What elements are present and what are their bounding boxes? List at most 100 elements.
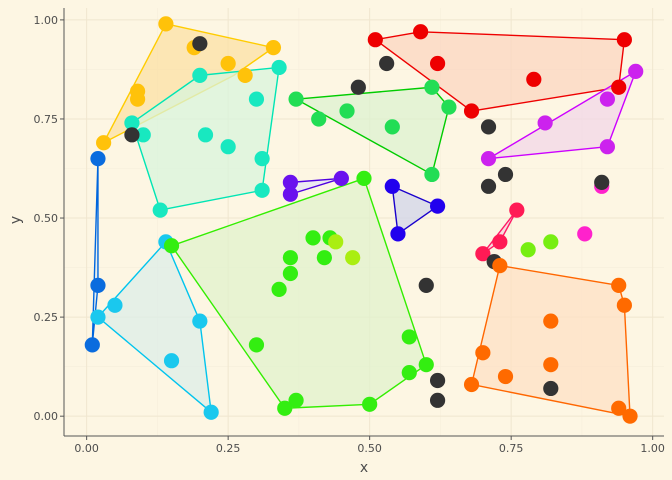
data-point [543, 380, 559, 397]
data-point [429, 372, 446, 389]
x-axis-title: x [360, 460, 368, 476]
data-point [90, 277, 106, 294]
data-point [543, 357, 559, 373]
data-point [282, 265, 299, 282]
data-point [424, 166, 440, 183]
data-point [192, 313, 208, 329]
data-point [135, 127, 151, 143]
y-tick-label: 0.00 [34, 410, 59, 423]
data-point [282, 174, 299, 190]
data-point [594, 174, 610, 190]
data-point [463, 376, 480, 393]
data-point [328, 234, 344, 250]
data-point [492, 257, 508, 274]
x-tick-label: 0.00 [74, 442, 99, 455]
data-point [288, 91, 304, 107]
data-point [616, 297, 632, 313]
data-point [367, 32, 383, 48]
data-point [192, 36, 208, 52]
data-point [441, 99, 457, 115]
data-point [537, 115, 553, 131]
data-point [622, 408, 638, 424]
y-tick-label: 0.75 [34, 113, 59, 126]
data-point [480, 150, 497, 167]
data-point [475, 246, 491, 262]
data-point [526, 71, 542, 87]
data-point [379, 55, 395, 72]
data-point [628, 63, 644, 80]
data-point [384, 178, 400, 194]
y-tick-label: 0.50 [34, 212, 59, 225]
x-tick-label: 1.00 [640, 442, 665, 455]
data-point [350, 79, 366, 95]
data-point [248, 91, 265, 107]
cluster-hull [374, 31, 626, 112]
data-point [96, 135, 112, 151]
data-point [90, 150, 106, 167]
data-point [311, 111, 327, 127]
data-point [124, 115, 140, 131]
data-point [265, 40, 282, 56]
data-point [237, 67, 253, 83]
data-point [509, 202, 525, 218]
y-tick-label: 1.00 [34, 14, 59, 27]
x-tick-label: 0.25 [216, 442, 241, 455]
data-point [611, 400, 627, 416]
y-tick-label: 0.25 [34, 311, 59, 324]
data-point [107, 297, 123, 313]
x-tick-label: 0.75 [499, 442, 524, 455]
data-point [599, 139, 615, 155]
data-point [129, 91, 146, 107]
data-point [429, 392, 446, 408]
cluster-hull [482, 209, 518, 255]
data-point [543, 313, 559, 329]
data-point [497, 166, 514, 183]
data-point [203, 404, 219, 420]
data-point [192, 67, 208, 83]
data-point [271, 281, 287, 297]
data-point [345, 250, 361, 266]
cluster-hull [170, 177, 427, 409]
data-point [163, 353, 180, 369]
data-point [599, 91, 615, 107]
data-point [413, 24, 429, 40]
data-point [152, 202, 168, 218]
data-point [254, 182, 270, 198]
data-point [463, 103, 480, 119]
cluster-hull [391, 185, 439, 235]
data-point [362, 396, 378, 412]
axes: 0.00 0.25 0.50 0.75 1.00 0.00 0.25 0.50 0.75 1.00 [34, 8, 665, 455]
data-point [254, 150, 270, 167]
cluster-hull [487, 70, 637, 160]
y-axis-title: y [8, 216, 24, 224]
data-point [429, 198, 446, 214]
data-point [333, 170, 349, 187]
data-point [418, 357, 434, 373]
data-point [339, 103, 355, 119]
data-point [277, 400, 293, 416]
x-tick-label: 0.50 [357, 442, 382, 455]
data-point [401, 364, 417, 381]
data-point [424, 79, 440, 95]
data-point [480, 178, 497, 194]
data-point [616, 32, 632, 48]
data-point [429, 55, 446, 72]
data-point [282, 250, 299, 266]
data-point [84, 337, 100, 353]
data-point [163, 238, 180, 254]
data-point [271, 59, 287, 76]
data-point [220, 55, 236, 72]
data-point [384, 119, 400, 135]
data-point [356, 170, 372, 187]
data-point [611, 277, 627, 294]
data-point [90, 309, 106, 325]
data-point [480, 119, 497, 135]
data-point [611, 79, 627, 95]
data-point [390, 226, 406, 242]
data-point [282, 186, 299, 202]
data-point [124, 127, 140, 143]
data-point [543, 234, 559, 250]
cluster-hulls [91, 23, 637, 417]
data-point [305, 230, 321, 246]
